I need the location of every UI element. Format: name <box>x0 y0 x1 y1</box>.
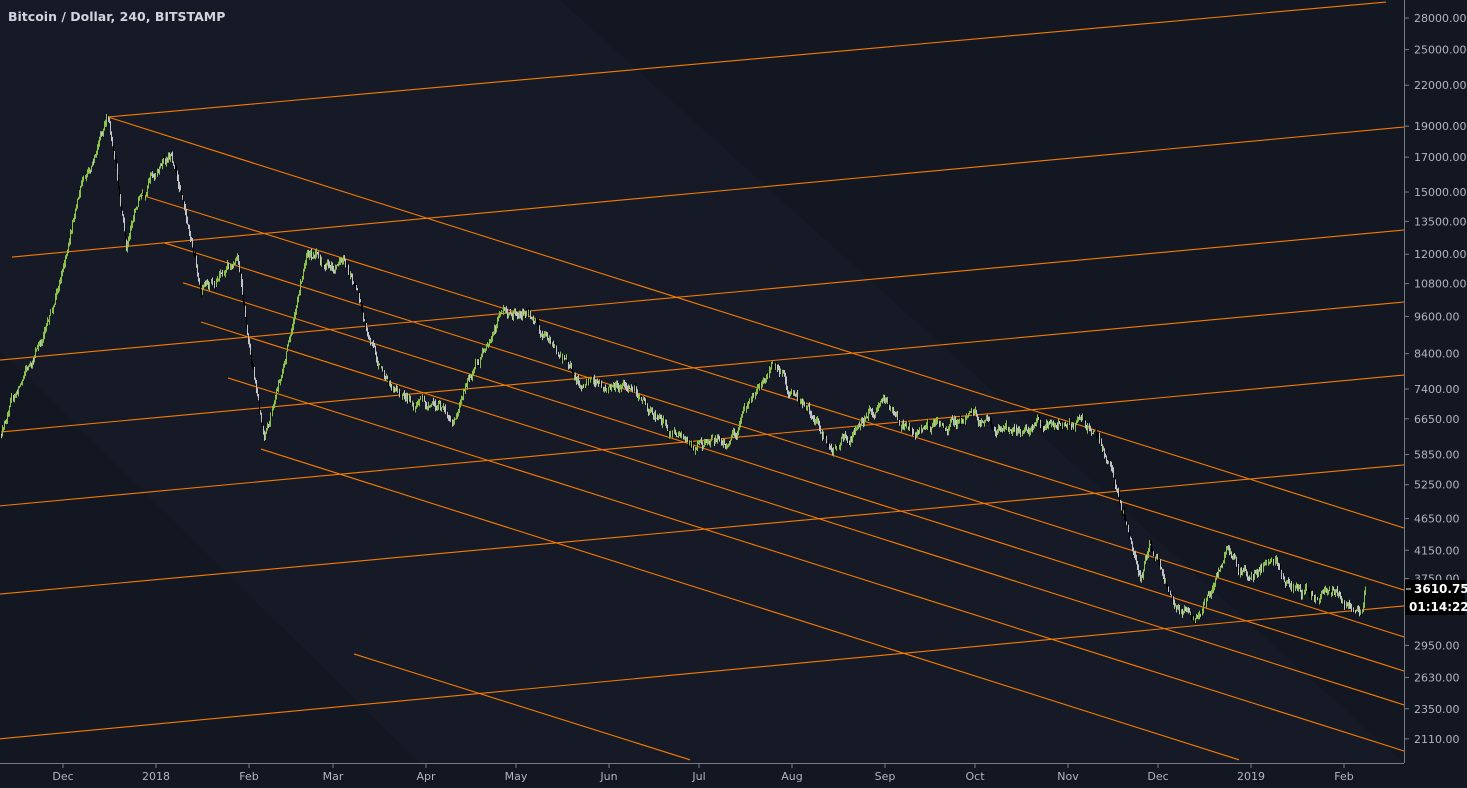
y-tick-label: 7400.00 <box>1414 383 1460 396</box>
x-tick-label: Feb <box>1334 770 1353 783</box>
y-tick-label: 6650.00 <box>1414 413 1460 426</box>
trend-line[interactable] <box>0 301 1405 433</box>
y-tick-label: 2350.00 <box>1414 703 1460 716</box>
x-tick-label: Aug <box>781 770 802 783</box>
x-tick-label: 2018 <box>142 770 170 783</box>
trend-line[interactable] <box>0 229 1405 361</box>
y-tick-label: 25000.00 <box>1414 44 1467 57</box>
x-tick-label: Nov <box>1057 770 1079 783</box>
trend-lines <box>0 1 1405 761</box>
x-tick-label: Mar <box>323 770 344 783</box>
time-axis[interactable]: Dec 2018 Feb Mar Apr May Jun Jul Aug Sep Oct Nov Dec… <box>52 764 1354 783</box>
trend-line[interactable] <box>140 194 1405 591</box>
trend-line[interactable] <box>227 377 1405 752</box>
trend-line[interactable] <box>0 605 1405 740</box>
trend-line[interactable] <box>107 1 1387 118</box>
y-tick-label: 15000.00 <box>1414 186 1467 199</box>
y-tick-label: 28000.00 <box>1414 12 1467 25</box>
y-tick-label: 5850.00 <box>1414 449 1460 462</box>
trend-line[interactable] <box>11 126 1405 258</box>
y-tick-label: 12000.00 <box>1414 248 1467 261</box>
trend-line[interactable] <box>0 464 1405 595</box>
x-tick-label: Sep <box>875 770 896 783</box>
x-tick-label: Jun <box>599 770 617 783</box>
price-axis[interactable]: 28000.00 25000.00 22000.00 19000.00 17000.00… <box>1405 12 1467 746</box>
x-tick-label: 2019 <box>1237 770 1265 783</box>
x-tick-label: Jul <box>691 770 705 783</box>
y-tick-label: 9600.00 <box>1414 310 1460 323</box>
y-tick-label: 2630.00 <box>1414 671 1460 684</box>
y-tick-label: 17000.00 <box>1414 151 1467 164</box>
x-tick-label: May <box>505 770 528 783</box>
y-tick-label: 19000.00 <box>1414 120 1467 133</box>
trend-line[interactable] <box>200 321 1405 706</box>
x-tick-label: Oct <box>965 770 985 783</box>
y-tick-label: 4650.00 <box>1414 513 1460 526</box>
trend-line[interactable] <box>260 448 1240 761</box>
candles <box>0 113 1366 624</box>
trend-line[interactable] <box>182 282 1405 672</box>
background-shade <box>0 0 1404 763</box>
x-tick-label: Apr <box>416 770 436 783</box>
y-tick-label: 2950.00 <box>1414 639 1460 652</box>
y-tick-label: 10800.00 <box>1414 278 1467 291</box>
y-tick-label: 22000.00 <box>1414 79 1467 92</box>
trend-line[interactable] <box>107 116 1405 529</box>
trend-line[interactable] <box>353 653 691 761</box>
x-tick-label: Feb <box>239 770 258 783</box>
last-price-label: 3610.75 01:14:22 <box>1405 580 1467 615</box>
y-tick-label: 4150.00 <box>1414 544 1460 557</box>
y-tick-label: 2110.00 <box>1414 733 1460 746</box>
x-tick-label: Dec <box>1147 770 1168 783</box>
chart-title: Bitcoin / Dollar, 240, BITSTAMP <box>8 9 226 24</box>
y-tick-label: 13500.00 <box>1414 215 1467 228</box>
bar-countdown: 01:14:22 <box>1409 600 1467 614</box>
last-price-value: 3610.75 <box>1414 582 1467 596</box>
x-tick-label: Dec <box>52 770 73 783</box>
y-tick-label: 8400.00 <box>1414 348 1460 361</box>
trend-line[interactable] <box>164 242 1405 638</box>
y-tick-label: 5250.00 <box>1414 479 1460 492</box>
